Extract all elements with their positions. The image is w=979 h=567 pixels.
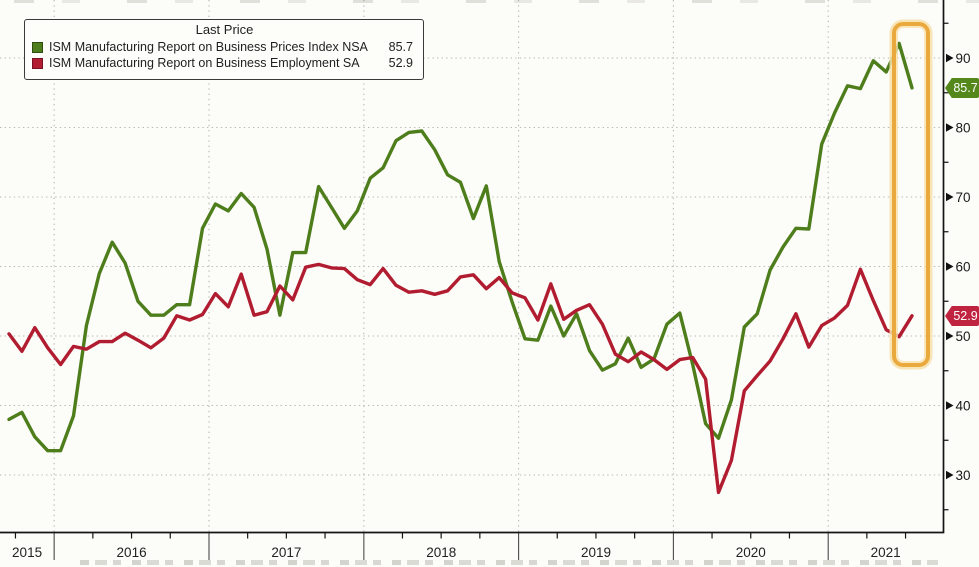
y-tick-label: 90: [956, 51, 971, 66]
y-tick-arrow-icon: [946, 192, 954, 202]
prices-index-line: [7, 41, 914, 453]
legend-row-employment: ISM Manufacturing Report on Business Emp…: [32, 55, 417, 71]
employment-series-swatch-icon: [32, 57, 43, 69]
y-tick-label: 50: [956, 329, 971, 344]
last-price-tag-employment-value: 52.9: [953, 309, 978, 323]
year-label: 2015: [12, 545, 42, 560]
year-label: 2019: [581, 545, 611, 560]
year-label: 2017: [271, 545, 301, 560]
y-tick-label: 40: [956, 398, 971, 413]
last-price-tag-prices-value: 85.7: [953, 81, 978, 95]
year-label: 2016: [117, 545, 147, 560]
year-label: 2021: [871, 545, 901, 560]
last-price-tag-employment: 52.9: [945, 306, 979, 326]
employment-series-label: ISM Manufacturing Report on Business Emp…: [49, 56, 360, 70]
y-tick-arrow-icon: [946, 123, 954, 132]
y-tick-arrow-icon: [946, 470, 954, 480]
y-tick-arrow-icon: [946, 331, 954, 341]
employment-series-value: 52.9: [388, 56, 413, 70]
prices-series-swatch-icon: [32, 41, 43, 53]
y-tick-label: 30: [956, 468, 971, 483]
y-tick-label: 70: [956, 190, 971, 205]
legend-title: Last Price: [195, 22, 254, 37]
prices-series-value: 85.7: [388, 40, 413, 54]
legend: Last Price ISM Manufacturing Report on B…: [24, 19, 424, 80]
y-tick-arrow-icon: [946, 53, 954, 63]
legend-row-prices: ISM Manufacturing Report on Business Pri…: [32, 39, 417, 55]
y-tick-label: 60: [956, 259, 971, 274]
year-label: 2018: [426, 545, 456, 560]
last-price-tag-prices: 85.7: [945, 78, 979, 98]
year-label: 2020: [736, 545, 766, 560]
y-tick-arrow-icon: [946, 262, 954, 271]
y-tick-arrow-icon: [946, 401, 954, 410]
y-tick-label: 80: [956, 120, 971, 135]
prices-series-label: ISM Manufacturing Report on Business Pri…: [49, 40, 368, 54]
recent-months-highlight-box: [892, 22, 930, 367]
employment-line: [7, 262, 914, 495]
